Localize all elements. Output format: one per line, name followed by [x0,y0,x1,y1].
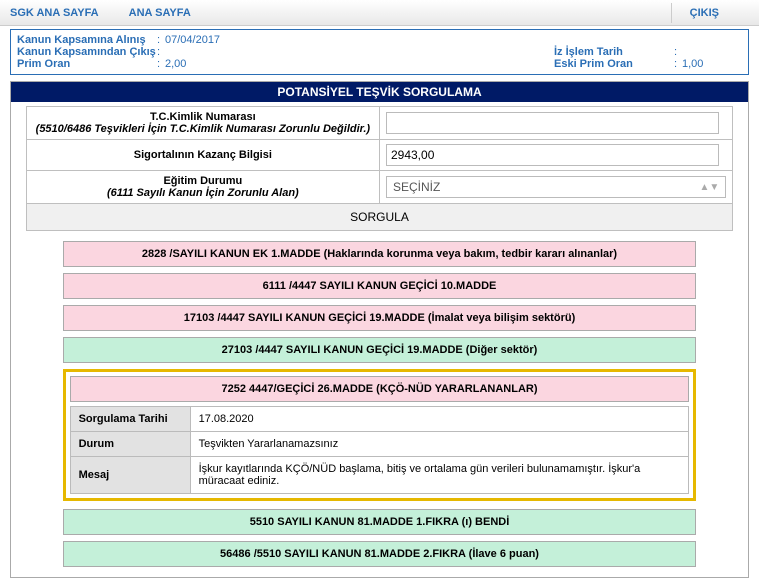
result-item[interactable]: 17103 /4447 SAYILI KANUN GEÇİCİ 19.MADDE… [63,305,697,331]
info-row: Prim Oran : 2,00 Eski Prim Oran : 1,00 [17,58,742,70]
egitim-sublabel: (6111 Sayılı Kanun İçin Zorunlu Alan) [33,187,373,199]
result-item[interactable]: 27103 /4447 SAYILI KANUN GEÇİCİ 19.MADDE… [63,337,697,363]
sorgula-button[interactable]: SORGULA [26,204,733,231]
result-item[interactable]: 56486 /5510 SAYILI KANUN 81.MADDE 2.FIKR… [63,541,697,567]
detail-value: İşkur kayıtlarında KÇÖ/NÜD başlama, biti… [190,457,689,494]
egitim-label-cell: Eğitim Durumu (6111 Sayılı Kanun İçin Zo… [26,171,379,204]
tc-label: T.C.Kimlik Numarası [33,111,373,123]
nav-exit[interactable]: ÇIKIŞ [690,7,719,19]
info-value [682,46,742,58]
info-value [682,34,742,46]
detail-key: Mesaj [70,457,190,494]
table-row: Durum Teşvikten Yararlanamazsınız [70,432,689,457]
table-row: Mesaj İşkur kayıtlarında KÇÖ/NÜD başlama… [70,457,689,494]
tc-sublabel: (5510/6486 Teşvikleri İçin T.C.Kimlik Nu… [33,123,373,135]
kazanc-label-cell: Sigortalının Kazanç Bilgisi [26,140,379,171]
kazanc-input[interactable] [386,144,719,166]
result-detail-table: Sorgulama Tarihi 17.08.2020 Durum Teşvik… [70,406,690,494]
nav-home[interactable]: ANA SAYFA [129,7,191,19]
info-row: Kanun Kapsamından Çıkış : İz İşlem Tarih… [17,46,742,58]
info-value [165,46,554,58]
results-list: 2828 /SAYILI KANUN EK 1.MADDE (Haklarınd… [63,241,697,567]
info-row: Kanun Kapsamına Alınış : 07/04/2017 [17,34,742,46]
info-label: Kanun Kapsamına Alınış [17,34,157,46]
tc-label-cell: T.C.Kimlik Numarası (5510/6486 Teşvikler… [26,107,379,140]
info-panel: Kanun Kapsamına Alınış : 07/04/2017 Kanu… [10,29,749,75]
chevron-updown-icon: ▲▼ [699,182,719,193]
detail-value: 17.08.2020 [190,407,689,432]
detail-value: Teşvikten Yararlanamazsınız [190,432,689,457]
result-item[interactable]: 6111 /4447 SAYILI KANUN GEÇİCİ 10.MADDE [63,273,697,299]
info-label [554,34,674,46]
info-label: Prim Oran [17,58,157,70]
info-value: 1,00 [682,58,742,70]
top-navbar: SGK ANA SAYFA ANA SAYFA ÇIKIŞ [0,0,759,26]
tc-input[interactable] [386,112,719,134]
result-item[interactable]: 7252 4447/GEÇİCİ 26.MADDE (KÇÖ-NÜD YARAR… [70,376,690,402]
egitim-select[interactable]: SEÇİNİZ ▲▼ [386,176,726,198]
info-value: 07/04/2017 [165,34,554,46]
main-panel: POTANSİYEL TEŞVİK SORGULAMA T.C.Kimlik N… [10,81,749,578]
detail-key: Sorgulama Tarihi [70,407,190,432]
info-label: İz İşlem Tarih [554,46,674,58]
info-value: 2,00 [165,58,554,70]
info-label: Eski Prim Oran [554,58,674,70]
highlighted-result: 7252 4447/GEÇİCİ 26.MADDE (KÇÖ-NÜD YARAR… [63,369,697,501]
divider [671,3,672,23]
result-item[interactable]: 5510 SAYILI KANUN 81.MADDE 1.FIKRA (ı) B… [63,509,697,535]
egitim-label: Eğitim Durumu [33,175,373,187]
kazanc-label: Sigortalının Kazanç Bilgisi [33,149,373,161]
egitim-select-value: SEÇİNİZ [393,180,440,194]
table-row: Sorgulama Tarihi 17.08.2020 [70,407,689,432]
result-item[interactable]: 2828 /SAYILI KANUN EK 1.MADDE (Haklarınd… [63,241,697,267]
detail-key: Durum [70,432,190,457]
info-label: Kanun Kapsamından Çıkış [17,46,157,58]
nav-sgk-home[interactable]: SGK ANA SAYFA [10,7,99,19]
panel-title: POTANSİYEL TEŞVİK SORGULAMA [11,82,748,102]
query-form: T.C.Kimlik Numarası (5510/6486 Teşvikler… [26,106,734,231]
